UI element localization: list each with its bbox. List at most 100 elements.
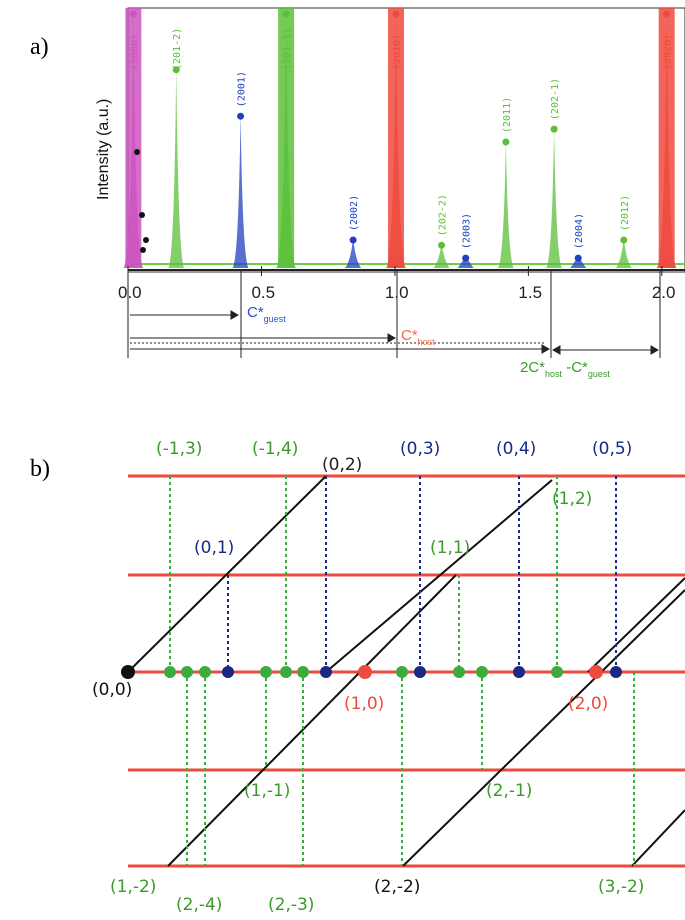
peak-marker: [237, 112, 245, 120]
label-2-m3: (2,-3): [268, 895, 314, 915]
c-host-label: C*host: [401, 327, 435, 347]
black-marker: [143, 237, 149, 243]
label-2-m1: (2,-1): [486, 781, 532, 801]
label-1-m2: (1,-2): [110, 877, 156, 897]
peak-label: (2011): [502, 97, 513, 133]
peak-band: [658, 8, 675, 268]
label-1-2: (1,2): [552, 489, 592, 509]
peak-marker: [663, 10, 671, 18]
black-marker: [134, 149, 140, 155]
label-m1-3: (-1,3): [156, 439, 202, 459]
peak-label: (2020): [663, 34, 674, 70]
label-2-0: (2,0): [568, 694, 608, 714]
panel-b-label: b): [30, 456, 50, 482]
lattice-diagonal: [325, 479, 553, 673]
peak-marker: [462, 254, 470, 262]
peak-band: [125, 8, 142, 268]
lattice-diagonal: [167, 574, 457, 867]
lattice-labels: (0,0) (1,0) (2,0) (0,2) (0,1) (0,3) (0,4…: [92, 439, 644, 915]
y-axis-label: Intensity (a.u.): [95, 99, 112, 200]
peak-band: [388, 8, 404, 268]
peak-marker: [550, 125, 558, 133]
peak: [168, 66, 185, 268]
lattice-node: [414, 666, 426, 678]
peak-label: (2000): [129, 34, 140, 70]
peak-marker: [129, 10, 137, 18]
peaks-group: [123, 8, 685, 268]
peak-label: (201-2): [172, 28, 183, 70]
lattice-node: [589, 665, 603, 679]
x-tick-label: 2.0: [652, 283, 676, 302]
peak-label: (2010): [392, 34, 403, 70]
peak-marker: [438, 241, 446, 249]
x-tick-label: 0.0: [118, 283, 142, 302]
lattice-diagonal: [631, 809, 685, 867]
peak-label: (2001): [237, 71, 248, 107]
peak: [232, 113, 249, 268]
peak-marker: [502, 138, 510, 146]
lattice-diagonal: [587, 577, 685, 673]
diffraction-chart: (2000) (201-2) (2001) (201-1) (2002) (2010) (2…: [95, 7, 685, 379]
lattice-node: [280, 666, 292, 678]
lattice-node: [121, 665, 135, 679]
peak-marker: [349, 236, 357, 244]
x-tick-label: 1.5: [518, 283, 542, 302]
lattice-node: [551, 666, 563, 678]
peak: [546, 126, 563, 268]
lattice-node: [453, 666, 465, 678]
lattice-node: [513, 666, 525, 678]
label-2-m2: (2,-2): [374, 877, 420, 897]
lattice-node: [396, 666, 408, 678]
lattice-node: [610, 666, 622, 678]
peak-label: (2004): [574, 213, 585, 249]
lattice-node: [476, 666, 488, 678]
lattice-node: [260, 666, 272, 678]
peak: [497, 139, 514, 268]
peak-marker: [620, 236, 628, 244]
peak: [615, 237, 632, 268]
peak-band: [278, 8, 295, 268]
label-0-2: (0,2): [322, 455, 362, 475]
dimension-lines: [127, 270, 661, 358]
black-marker: [139, 212, 145, 218]
label-3-m2: (3,-2): [598, 877, 644, 897]
peak-labels-group: (2000) (201-2) (2001) (201-1) (2002) (2010) (2…: [129, 28, 673, 249]
peak: [345, 237, 362, 268]
lattice-node: [199, 666, 211, 678]
peak-label: (2003): [462, 213, 473, 249]
peak: [433, 242, 450, 268]
label-0-0: (0,0): [92, 680, 132, 700]
label-1-0: (1,0): [344, 694, 384, 714]
lattice-node: [164, 666, 176, 678]
peak-marker: [392, 10, 400, 18]
lattice-diagonal: [127, 475, 327, 673]
lattice-node: [181, 666, 193, 678]
peak-label: (2002): [349, 195, 360, 231]
label-0-1: (0,1): [194, 538, 234, 558]
label-0-4: (0,4): [496, 439, 536, 459]
peak-label: (202-2): [438, 194, 449, 236]
peak-label: (202-1): [550, 78, 561, 120]
c-guest-label: C*guest: [247, 304, 286, 324]
lattice-diagonal: [402, 589, 685, 867]
chart-frame: [127, 7, 685, 273]
lattice-nodes: [121, 665, 622, 679]
panel-a-label: a): [30, 34, 49, 60]
peak-marker: [574, 254, 582, 262]
lattice-diagram: (0,0) (1,0) (2,0) (0,2) (0,1) (0,3) (0,4…: [92, 439, 685, 915]
difference-label: 2C*host -C*guest: [520, 359, 610, 379]
label-m1-4: (-1,4): [252, 439, 298, 459]
peak-label: (2012): [620, 195, 631, 231]
x-ticks-group: 0.0 0.5 1.0 1.5 2.0: [118, 266, 675, 302]
peak-label: (201-1): [282, 28, 293, 70]
lattice-node: [320, 666, 332, 678]
label-0-5: (0,5): [592, 439, 632, 459]
lattice-node: [358, 665, 372, 679]
label-1-m1: (1,-1): [244, 781, 290, 801]
peak-marker: [282, 10, 290, 18]
lattice-node: [222, 666, 234, 678]
black-marker: [140, 247, 146, 253]
label-2-m4: (2,-4): [176, 895, 222, 915]
peak-marker: [172, 66, 180, 74]
lattice-node: [297, 666, 309, 678]
